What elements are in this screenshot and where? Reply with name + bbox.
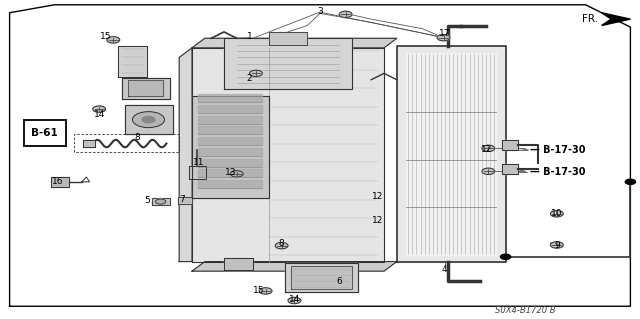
Polygon shape — [178, 197, 192, 204]
Polygon shape — [397, 46, 506, 262]
Polygon shape — [152, 198, 170, 205]
Text: 11: 11 — [193, 158, 204, 167]
Polygon shape — [198, 137, 262, 145]
Text: 12: 12 — [372, 192, 383, 201]
Text: 7: 7 — [180, 195, 185, 204]
Polygon shape — [198, 180, 262, 188]
Polygon shape — [291, 266, 352, 289]
Text: B-61: B-61 — [31, 128, 58, 138]
Circle shape — [437, 34, 450, 41]
Text: 9: 9 — [554, 241, 559, 250]
Text: 10: 10 — [551, 209, 563, 218]
Polygon shape — [125, 105, 173, 134]
Circle shape — [156, 199, 166, 204]
Circle shape — [550, 242, 563, 248]
Text: 6: 6 — [337, 277, 342, 286]
Polygon shape — [406, 53, 496, 255]
Polygon shape — [198, 148, 262, 156]
Polygon shape — [502, 140, 518, 150]
Polygon shape — [198, 126, 262, 134]
Text: 3: 3 — [317, 7, 323, 16]
Polygon shape — [192, 262, 397, 271]
Polygon shape — [502, 164, 518, 174]
Polygon shape — [192, 96, 269, 198]
Circle shape — [500, 254, 511, 259]
Polygon shape — [122, 78, 170, 99]
Text: 15: 15 — [100, 32, 111, 41]
Polygon shape — [198, 94, 262, 102]
Text: FR.: FR. — [582, 14, 598, 24]
Polygon shape — [179, 48, 192, 262]
Circle shape — [259, 288, 272, 294]
Circle shape — [275, 242, 288, 249]
Text: 15: 15 — [253, 286, 265, 295]
Text: S0X4-B1720 B: S0X4-B1720 B — [495, 306, 555, 315]
Polygon shape — [224, 258, 253, 270]
Circle shape — [288, 297, 301, 304]
FancyBboxPatch shape — [24, 120, 66, 146]
Polygon shape — [285, 263, 358, 292]
Text: — B-17-30: — B-17-30 — [530, 167, 586, 177]
Circle shape — [250, 70, 262, 77]
Text: 8: 8 — [279, 239, 284, 248]
Text: 1: 1 — [247, 32, 252, 41]
Text: 14: 14 — [93, 110, 105, 119]
Circle shape — [625, 179, 636, 184]
Text: 8: 8 — [135, 133, 140, 142]
Polygon shape — [118, 46, 147, 77]
Polygon shape — [198, 169, 262, 177]
Polygon shape — [192, 38, 397, 48]
Circle shape — [482, 145, 495, 152]
Text: 12: 12 — [481, 145, 492, 154]
Circle shape — [550, 211, 563, 217]
Polygon shape — [269, 32, 307, 45]
Polygon shape — [198, 105, 262, 113]
Text: 2: 2 — [247, 74, 252, 83]
Circle shape — [482, 168, 495, 174]
Polygon shape — [602, 13, 630, 26]
Circle shape — [142, 116, 155, 123]
Circle shape — [107, 37, 120, 43]
Polygon shape — [198, 116, 262, 123]
Text: 5: 5 — [145, 197, 150, 205]
Polygon shape — [83, 140, 95, 147]
Text: 17: 17 — [439, 29, 451, 38]
Polygon shape — [224, 38, 352, 89]
Polygon shape — [192, 48, 384, 262]
Polygon shape — [128, 80, 163, 96]
Text: — B-17-30: — B-17-30 — [530, 145, 586, 155]
Text: 4: 4 — [442, 265, 447, 274]
Polygon shape — [198, 159, 262, 167]
Text: 14: 14 — [289, 295, 300, 304]
Circle shape — [230, 171, 243, 177]
Polygon shape — [189, 166, 206, 179]
Circle shape — [132, 112, 164, 128]
Circle shape — [339, 11, 352, 18]
Polygon shape — [51, 177, 69, 187]
Text: 12: 12 — [372, 216, 383, 225]
Circle shape — [93, 106, 106, 112]
Text: 16: 16 — [52, 177, 63, 186]
Text: 13: 13 — [225, 168, 236, 177]
